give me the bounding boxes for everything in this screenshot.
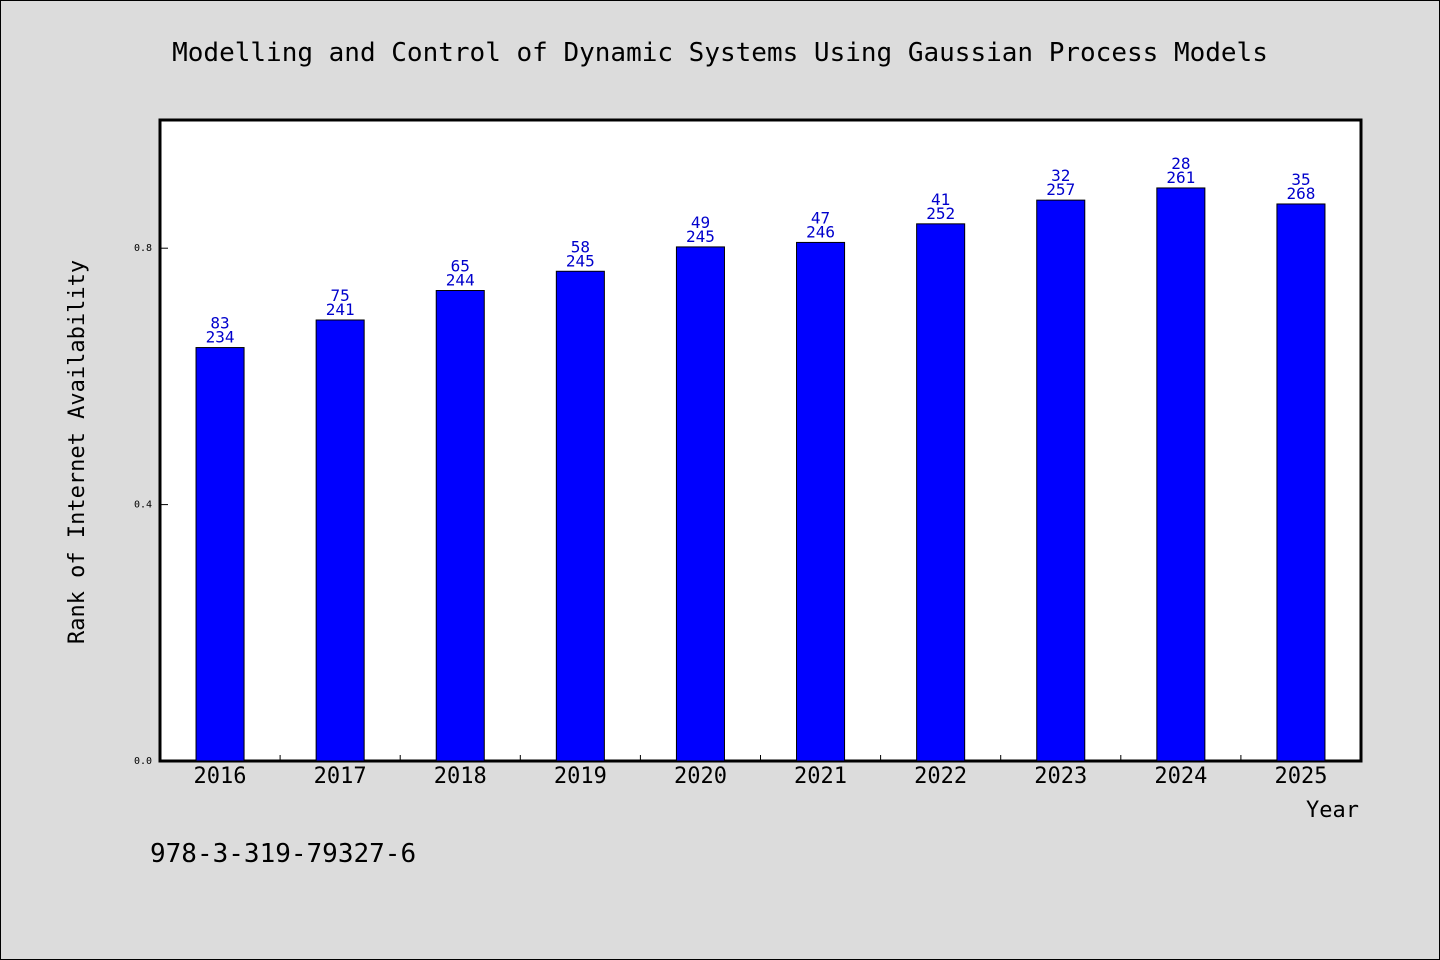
- x-axis-label: Year: [1306, 798, 1359, 823]
- bar-2018: [435, 290, 485, 762]
- x-tick-label-2017: 2017: [314, 764, 367, 789]
- bar-annotation-bottom-2016: 234: [206, 328, 235, 347]
- x-tick-label-2021: 2021: [794, 764, 847, 789]
- bar-2024: [1156, 187, 1206, 762]
- bar-2016: [195, 347, 245, 762]
- y-tick-label-0.8: 0.8: [134, 243, 152, 254]
- y-axis-ticks: 0.0 0.4 0.8: [134, 243, 168, 767]
- x-tick-label-2018: 2018: [434, 764, 487, 789]
- bar-2020: [675, 246, 725, 762]
- y-tick-label-0.4: 0.4: [134, 500, 152, 511]
- x-tick-label-2019: 2019: [554, 764, 607, 789]
- bar-annotation-top-2021: 47: [811, 208, 830, 227]
- bars-group: [195, 187, 1326, 762]
- bar-annotation-top-2019: 58: [571, 237, 590, 256]
- chart-title: Modelling and Control of Dynamic Systems…: [172, 38, 1268, 68]
- bar-2025: [1276, 203, 1326, 762]
- bar-annotation-top-2020: 49: [691, 213, 710, 232]
- isbn-label: 978-3-319-79327-6: [150, 839, 416, 869]
- bar-annotation-bottom-2023: 257: [1046, 180, 1075, 199]
- bar-annotation-top-2022: 41: [931, 190, 950, 209]
- y-axis-label: Rank of Internet Availability: [65, 260, 90, 644]
- bar-annotation-bottom-2020: 245: [686, 227, 715, 246]
- bar-2019: [555, 270, 605, 762]
- bar-annotation-bottom-2017: 241: [326, 300, 355, 319]
- bar-annotation-top-2025: 35: [1291, 170, 1310, 189]
- bar-annotation-bottom-2019: 245: [566, 251, 595, 270]
- x-tick-label-2016: 2016: [194, 764, 247, 789]
- bar-annotation-top-2016: 83: [210, 314, 229, 333]
- annotations-group: 8323475241652445824549245472464125232257…: [206, 154, 1316, 347]
- bar-annotation-top-2017: 75: [331, 286, 350, 305]
- bar-annotation-bottom-2024: 261: [1166, 168, 1195, 187]
- x-tick-label-2024: 2024: [1154, 764, 1207, 789]
- bar-annotation-top-2018: 65: [451, 257, 470, 276]
- x-axis-ticks: 2016 2017 2018 2019 2020 2021 2022 2023 2024 2025: [194, 755, 1327, 789]
- bar-2017: [315, 319, 365, 762]
- bar-2021: [796, 241, 846, 762]
- x-tick-label-2022: 2022: [914, 764, 967, 789]
- y-tick-label-0.0: 0.0: [134, 756, 152, 767]
- bar-annotation-bottom-2021: 246: [806, 222, 835, 241]
- bar-2023: [1036, 199, 1086, 762]
- bar-annotation-bottom-2025: 268: [1286, 184, 1315, 203]
- bar-annotation-bottom-2022: 252: [926, 204, 955, 223]
- x-tick-label-2025: 2025: [1274, 764, 1327, 789]
- x-tick-label-2023: 2023: [1034, 764, 1087, 789]
- bar-annotation-bottom-2018: 244: [446, 271, 475, 290]
- x-tick-label-2020: 2020: [674, 764, 727, 789]
- bar-annotation-top-2023: 32: [1051, 166, 1070, 185]
- bar-annotation-top-2024: 28: [1171, 154, 1190, 173]
- bar-2022: [916, 223, 966, 762]
